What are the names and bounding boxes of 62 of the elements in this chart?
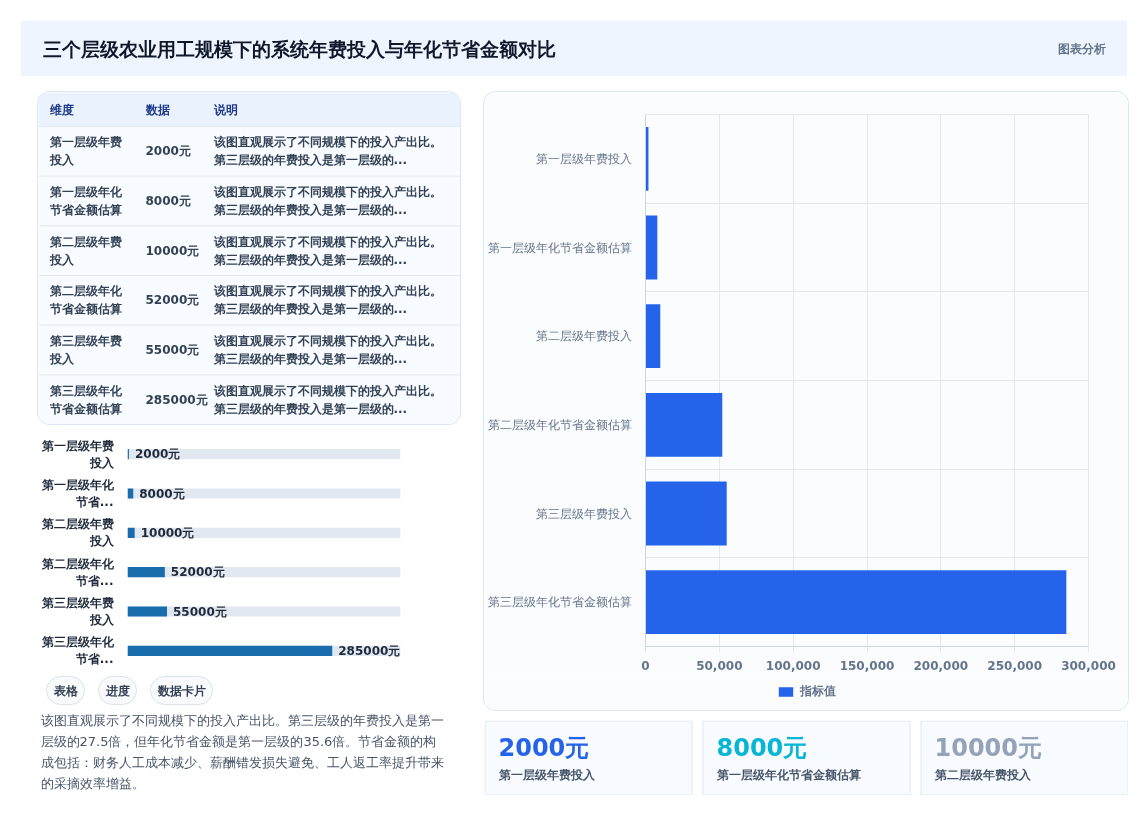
- text: 数据卡片: [156, 683, 206, 698]
- data-label: 2000元: [134, 447, 181, 462]
- y-tick-label: 第三层级年化节省金额估算: [487, 595, 632, 610]
- y-tick-label: 第一层级年化节省金额估算: [487, 240, 632, 255]
- text: 2000元: [498, 733, 590, 762]
- category-label: 第一层级年化节省金额估算: [715, 767, 861, 782]
- x-tick-label: 200,000: [913, 658, 969, 673]
- text: 52000元: [145, 293, 200, 308]
- x-tick-label: 250,000: [987, 658, 1042, 673]
- data-label: 52000元: [170, 565, 225, 580]
- text: 285000元: [145, 392, 208, 407]
- text: 该图直观展示了不同规模下的投入产出比。第三层级的年费投入是第一层级的...: [212, 383, 442, 416]
- text: 10000元: [934, 733, 1042, 762]
- y-tick-label: 第三层级年化节省...: [40, 635, 115, 667]
- y-tick-label: 第二层级年化节省金额估算: [487, 417, 632, 432]
- y-tick-label: 第一层级年化节省...: [40, 478, 115, 509]
- x-tick-label: 50,000: [696, 658, 743, 673]
- data-label: 55000元: [173, 604, 227, 619]
- bar: [645, 570, 1067, 635]
- x-tick-label: 0: [641, 658, 650, 673]
- text: 数据: [144, 102, 170, 117]
- data-label: 285000元: [338, 643, 401, 658]
- legend-label: 指标值: [799, 682, 836, 700]
- category-label: 第二层级年费投入: [933, 767, 1032, 782]
- bar: [127, 606, 168, 617]
- bar: [127, 488, 134, 499]
- bar: [645, 392, 723, 457]
- x-tick-label: 150,000: [839, 658, 895, 673]
- bar: [645, 481, 727, 546]
- y-tick-label: 第一层级年费投入: [535, 151, 632, 166]
- text: 表格: [52, 683, 79, 698]
- y-tick-label: 第三层级年费投入: [535, 506, 632, 521]
- text: 8000元: [716, 733, 808, 762]
- text: 该图直观展示了不同规模下的投入产出比。第三层级的年费投入是第一层级的...: [212, 135, 442, 168]
- text: 2000元: [145, 144, 191, 159]
- x-tick-label: 300,000: [1061, 658, 1116, 673]
- text: 该图直观展示了不同规模下的投入产出比。第三层级的年费投入是第一层级的...: [212, 234, 442, 267]
- bar: [127, 567, 165, 578]
- text: 该图直观展示了不同规模下的投入产出比。第三层级的年费投入是第一层级的...: [212, 333, 442, 367]
- y-tick-label: 第三层级年费投入: [40, 596, 115, 627]
- y-tick-label: 第二层级年费投入: [40, 517, 115, 549]
- category-label: 第一层级年费投入: [497, 767, 596, 782]
- text: 维度: [48, 102, 74, 117]
- y-tick-label: 第二层级年费投入: [535, 329, 632, 344]
- bar: [127, 527, 135, 538]
- bar: [645, 304, 661, 369]
- data-label: 8000元: [139, 486, 185, 501]
- text: 8000元: [145, 194, 191, 208]
- y-tick-label: 第二层级年化节省...: [40, 556, 115, 588]
- y-tick-label: 第一层级年费投入: [40, 438, 115, 470]
- data-label: 10000元: [140, 525, 195, 540]
- text: 该图直观展示了不同规模下的投入产出比。第三层级的年费投入是第一层级的27.5倍，但年化节省金额是第一层级的35.6倍。节省金额的构成包括：财务人工成本减少、薪酬错发损失避免、工人返工率提升带来的采摘效率增益。: [40, 712, 444, 792]
- bar: [645, 215, 658, 280]
- text: 该图直观展示了不同规模下的投入产出比。第三层级的年费投入是第一层级的...: [212, 184, 442, 218]
- text: 该图直观展示了不同规模下的投入产出比。第三层级的年费投入是第一层级的...: [212, 284, 442, 317]
- text: 三个层级农业用工规模下的系统年费投入与年化节省金额对比: [42, 37, 556, 60]
- text: 图表分析: [1057, 41, 1106, 56]
- text: 进度: [104, 683, 130, 698]
- text: 说明: [212, 102, 238, 117]
- text: 10000元: [145, 243, 200, 258]
- text: 55000元: [145, 343, 200, 357]
- x-tick-label: 100,000: [765, 658, 821, 673]
